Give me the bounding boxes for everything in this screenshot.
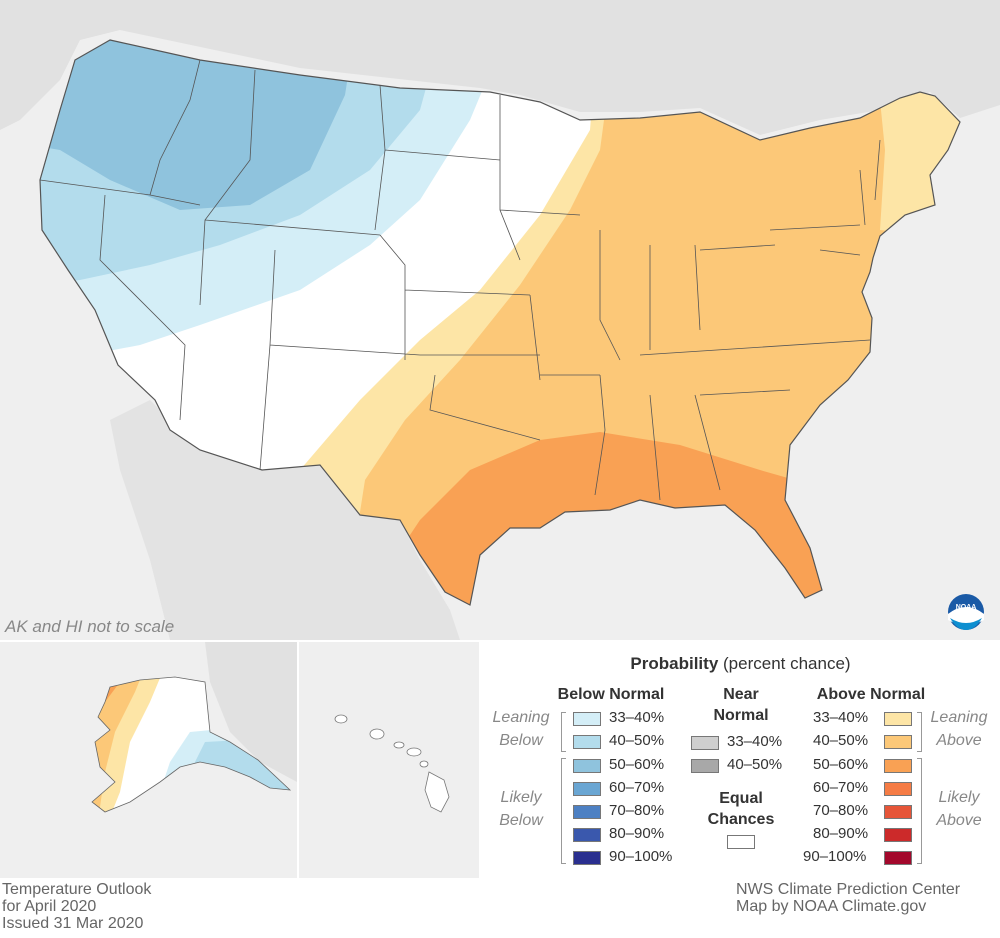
below-label-2: 50–60%	[609, 756, 665, 773]
leaning-below-label: Leaning Below	[492, 709, 550, 749]
above-swatch-6	[884, 851, 912, 865]
equal-chances-swatch	[727, 835, 755, 849]
likely-below-label: Likely Below	[499, 789, 543, 829]
state-lines	[39, 39, 961, 606]
below-swatch-4	[573, 805, 601, 819]
below-label-4: 70–80%	[609, 802, 665, 819]
near-swatch-1	[691, 759, 719, 773]
equal-chances-label: Equal Chances	[707, 790, 775, 828]
conus-map: AK and HI not to scale NOAA	[0, 0, 1000, 640]
above-swatch-4	[884, 805, 912, 819]
above-normal-header: Above Normal	[816, 686, 926, 703]
leaning-above-bracket	[917, 712, 922, 752]
svg-text:NOAA: NOAA	[956, 604, 977, 611]
below-label-1: 40–50%	[609, 732, 665, 749]
near-label-0: 33–40%	[727, 733, 783, 750]
outlook-title: Temperature Outlook for April 2020 Issue…	[2, 881, 152, 932]
above-swatch-1	[884, 735, 912, 749]
above-label-5: 80–90%	[813, 825, 869, 842]
near-swatch-0	[691, 736, 719, 750]
hawaii-inset-background	[299, 642, 479, 878]
below-normal-header: Below Normal	[557, 686, 665, 703]
above-swatch-2	[884, 759, 912, 773]
canada-landmass-ak	[205, 642, 297, 782]
below-label-0: 33–40%	[609, 709, 665, 726]
below-label-3: 60–70%	[609, 779, 665, 796]
above-label-4: 70–80%	[813, 802, 869, 819]
legend-title: Probability (percent chance)	[630, 654, 851, 673]
above-label-3: 60–70%	[813, 779, 869, 796]
hawaii-inset	[299, 642, 479, 878]
likely-below-bracket	[561, 758, 566, 864]
legend: Probability (percent chance) Below Norma…	[481, 642, 1000, 880]
below-swatch-1	[573, 735, 601, 749]
below-swatch-0	[573, 712, 601, 726]
above-swatch-5	[884, 828, 912, 842]
likely-above-label: Likely Above	[936, 789, 982, 829]
below-swatch-6	[573, 851, 601, 865]
near-normal-header: Near Normal	[713, 686, 769, 724]
below-swatch-2	[573, 759, 601, 773]
credits: NWS Climate Prediction Center Map by NOA…	[736, 881, 961, 915]
above-swatch-3	[884, 782, 912, 796]
scale-note: AK and HI not to scale	[4, 617, 174, 636]
below-swatch-5	[573, 828, 601, 842]
above-label-2: 50–60%	[813, 756, 869, 773]
noaa-logo: NOAA	[948, 594, 984, 630]
above-swatch-0	[884, 712, 912, 726]
above-label-1: 40–50%	[813, 732, 869, 749]
mexico-landmass	[110, 400, 460, 640]
leaning-above-label: Leaning Above	[930, 709, 988, 749]
near-label-1: 40–50%	[727, 756, 783, 773]
likely-above-bracket	[917, 758, 922, 864]
alaska-inset	[0, 642, 297, 878]
below-swatch-3	[573, 782, 601, 796]
canada-landmass	[0, 0, 1000, 135]
above-label-6: 90–100%	[803, 848, 867, 865]
above-label-0: 33–40%	[813, 709, 869, 726]
below-label-5: 80–90%	[609, 825, 665, 842]
leaning-below-bracket	[561, 712, 566, 752]
below-label-6: 90–100%	[609, 848, 673, 865]
hawaii-islands	[334, 714, 450, 813]
